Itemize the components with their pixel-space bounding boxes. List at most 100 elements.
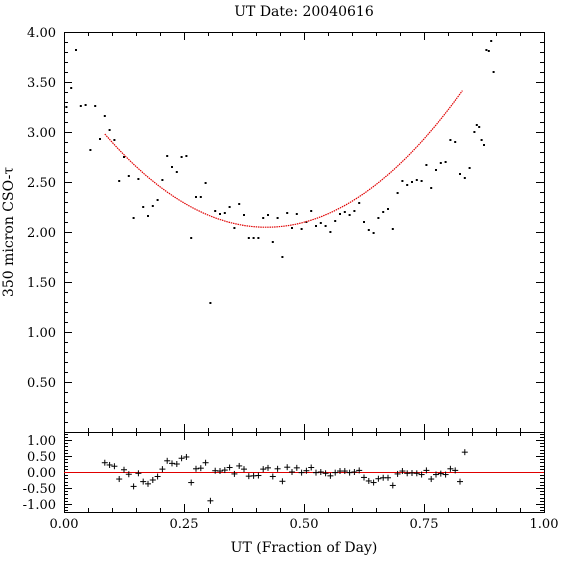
residual-point (308, 464, 315, 471)
main-data-points (65, 40, 495, 304)
data-point (377, 217, 380, 219)
data-point (228, 206, 231, 208)
residual-point (269, 473, 276, 480)
data-point (147, 215, 149, 217)
residual-point (447, 465, 454, 472)
data-point (324, 225, 327, 227)
residual-point (293, 464, 300, 471)
residual-point (241, 466, 247, 473)
residual-point (313, 469, 319, 476)
residual-point (356, 467, 363, 474)
residual-point (317, 469, 324, 475)
data-point (185, 155, 188, 157)
residual-point (284, 464, 291, 471)
residual-point (111, 463, 118, 470)
data-point (209, 302, 212, 304)
data-point (406, 184, 409, 186)
fit-curve (104, 90, 463, 228)
data-point (300, 228, 303, 230)
data-point (387, 208, 389, 210)
residual-point (236, 462, 243, 469)
data-point (123, 156, 125, 158)
data-point (132, 217, 135, 219)
residual-point (255, 472, 262, 479)
data-point (127, 175, 130, 177)
residual-point (130, 483, 137, 490)
data-point (310, 210, 313, 212)
data-point (439, 162, 442, 164)
y-tick-label: 3.50 (27, 76, 56, 91)
residual-point (217, 468, 223, 475)
data-point (382, 211, 385, 213)
data-point (435, 169, 437, 171)
data-point (483, 144, 485, 146)
data-point (473, 131, 476, 133)
residual-point (125, 471, 132, 478)
residual-point (303, 467, 310, 474)
residual-point (159, 466, 166, 473)
data-point (372, 232, 375, 234)
x-tick-label: 0.75 (410, 517, 439, 532)
residual-point (135, 470, 142, 477)
data-point (223, 212, 226, 214)
data-point (108, 129, 111, 131)
y-tick-label: 1.00 (27, 326, 56, 341)
data-point (113, 139, 116, 141)
residual-point (365, 477, 372, 484)
data-point (319, 222, 322, 224)
data-point (348, 214, 351, 216)
y-tick-label: 1.50 (27, 276, 56, 291)
data-point (475, 124, 478, 126)
residual-axis-ticks: -1.00-0.500.000.501.000.00 0.25 0.50 0.75 1.… (23, 432, 558, 532)
residual-point (437, 470, 444, 477)
data-point (180, 156, 183, 158)
data-point (343, 211, 346, 213)
data-point (367, 229, 370, 231)
residual-point (231, 470, 238, 477)
data-point (238, 203, 241, 205)
data-point (262, 217, 265, 219)
data-point (339, 213, 341, 215)
residual-point (428, 476, 435, 483)
data-point (463, 177, 466, 179)
data-point (291, 227, 293, 229)
data-point (94, 105, 97, 107)
residual-point (375, 475, 382, 482)
residual-point (346, 469, 353, 476)
residual-point (452, 467, 459, 474)
data-point (295, 213, 298, 215)
residual-point (423, 467, 430, 474)
y-tick-label: 0.50 (27, 376, 56, 391)
res-y-tick-label: 0.50 (27, 450, 56, 465)
residual-point (332, 469, 339, 476)
data-point (118, 180, 121, 182)
residual-point (433, 471, 439, 478)
data-point (490, 40, 493, 42)
data-point (449, 139, 452, 141)
data-point (411, 181, 413, 183)
data-point (99, 138, 101, 140)
data-point (175, 171, 178, 173)
data-point (420, 180, 423, 182)
residual-point (173, 461, 180, 467)
residual-point (351, 469, 358, 475)
residual-point (145, 480, 151, 487)
residual-point (327, 472, 334, 479)
res-y-tick-label: -1.00 (23, 498, 56, 513)
data-point (156, 199, 159, 201)
chart-title: UT Date: 20040616 (234, 4, 374, 20)
data-point (267, 214, 269, 216)
data-point (70, 87, 73, 89)
data-point (171, 166, 173, 168)
residual-point (341, 468, 348, 475)
residual-point (169, 460, 175, 467)
data-point (487, 50, 490, 52)
data-point (65, 106, 68, 108)
data-point (233, 227, 236, 229)
residual-point (221, 467, 228, 474)
data-point (252, 237, 255, 239)
data-point (89, 149, 92, 151)
data-point (195, 196, 197, 198)
data-point (492, 71, 495, 73)
